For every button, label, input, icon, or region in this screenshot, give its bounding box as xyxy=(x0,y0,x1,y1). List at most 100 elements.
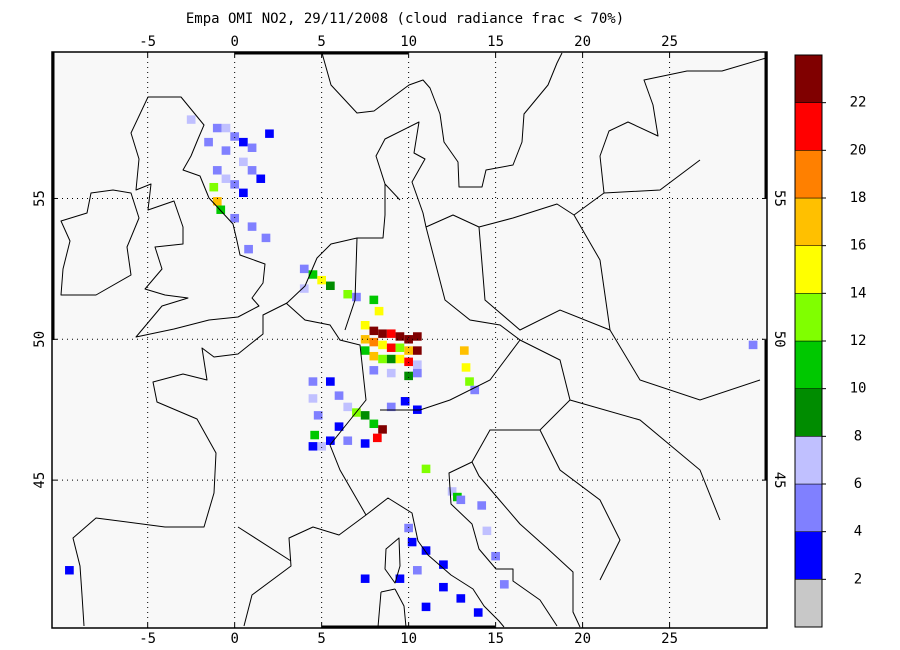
mediterranean-coast xyxy=(243,497,505,628)
lon-tick-label-bottom: 25 xyxy=(661,631,678,647)
no2-cell xyxy=(447,487,457,496)
lat-tick-label-left: 50 xyxy=(32,331,48,348)
no2-cell xyxy=(439,560,448,569)
no2-cell xyxy=(386,329,396,338)
no2-cell xyxy=(308,394,318,403)
data-cells xyxy=(65,115,758,617)
no2-cell xyxy=(308,377,318,386)
no2-cell xyxy=(456,495,466,505)
no2-cell xyxy=(261,233,271,243)
no2-cell xyxy=(400,397,410,406)
colorbar-box xyxy=(794,245,823,294)
no2-cell xyxy=(65,566,74,575)
no2-cell xyxy=(404,346,413,355)
lon-tick-label-bottom: 15 xyxy=(487,631,504,647)
lat-tick-label-left: 55 xyxy=(32,190,48,207)
no2-cell xyxy=(470,385,480,395)
no2-cell xyxy=(473,608,483,617)
no2-cell xyxy=(308,442,318,451)
lon-tick-label-bottom: 10 xyxy=(400,631,417,647)
colorbar-label: 4 xyxy=(854,524,862,540)
graticule xyxy=(52,52,767,628)
no2-cell xyxy=(421,464,431,474)
no2-cell xyxy=(395,354,405,364)
no2-cell xyxy=(265,129,274,138)
colorbar-label: 6 xyxy=(854,476,862,492)
colorbar-box xyxy=(794,531,823,580)
no2-cell xyxy=(216,205,226,214)
colorbar-box xyxy=(794,197,823,246)
no2-cell xyxy=(407,537,417,547)
no2-cell xyxy=(209,182,219,192)
no2-cell xyxy=(499,580,509,589)
no2-cell xyxy=(317,275,326,285)
no2-cell xyxy=(343,436,353,445)
no2-cell xyxy=(352,292,361,302)
no2-cell xyxy=(212,197,222,206)
no2-cell xyxy=(404,523,413,533)
scandinavia xyxy=(321,52,563,188)
no2-cell xyxy=(317,442,326,451)
no2-cell xyxy=(334,391,344,400)
coastlines xyxy=(60,52,767,628)
no2-cell xyxy=(299,264,309,274)
no2-cell xyxy=(212,166,222,175)
no2-cell xyxy=(239,188,248,198)
no2-cell xyxy=(412,566,422,575)
no2-cell xyxy=(369,326,379,336)
no2-cell xyxy=(369,337,379,347)
no2-cell xyxy=(360,411,370,420)
no2-cell xyxy=(459,346,469,355)
colorbar-box xyxy=(794,340,823,389)
no2-cell xyxy=(372,433,382,443)
lon-tick-label-top: 15 xyxy=(487,34,504,50)
no2-cell xyxy=(412,346,422,355)
lon-tick-label-top: 0 xyxy=(230,34,238,50)
colorbar-label: 14 xyxy=(850,285,867,301)
no2-cell xyxy=(204,137,213,147)
no2-cell xyxy=(369,366,379,375)
no2-cell xyxy=(221,146,231,155)
no2-cell xyxy=(244,244,253,254)
no2-cell xyxy=(461,363,471,372)
no2-cell xyxy=(482,526,492,536)
no2-cell xyxy=(369,419,379,429)
no2-cell xyxy=(247,143,257,152)
no2-cell xyxy=(477,501,487,510)
no2-cell xyxy=(360,439,370,448)
colorbar-label: 8 xyxy=(854,428,862,444)
colorbar-box xyxy=(794,436,823,485)
colorbar-box xyxy=(794,388,823,437)
colorbar-label: 16 xyxy=(850,238,867,254)
no2-cell xyxy=(386,343,396,352)
no2-cell xyxy=(404,335,413,344)
no2-cell xyxy=(412,360,422,369)
lon-tick-label-top: 5 xyxy=(317,34,325,50)
no2-cell xyxy=(378,425,387,434)
no2-cell xyxy=(439,582,448,592)
colorbar-box xyxy=(794,54,823,103)
ireland xyxy=(60,189,140,296)
lat-tick-label-right: 55 xyxy=(771,190,787,207)
no2-cell xyxy=(325,377,335,386)
map-title: Empa OMI NO2, 29/11/2008 (cloud radiance… xyxy=(186,11,624,27)
lat-tick-label-left: 45 xyxy=(32,472,48,489)
no2-cell xyxy=(386,368,396,378)
no2-cell xyxy=(421,602,431,612)
lon-tick-label-bottom: 0 xyxy=(230,631,238,647)
no2-cell xyxy=(748,340,758,350)
no2-cell xyxy=(374,306,384,316)
no2-cell xyxy=(404,371,413,381)
lon-tick-label-bottom: -5 xyxy=(139,631,156,647)
no2-cell xyxy=(221,123,231,133)
no2-cell xyxy=(412,332,422,341)
no2-cell xyxy=(386,402,396,412)
no2-cell xyxy=(369,351,379,361)
no2-cell xyxy=(360,335,370,344)
no2-cell xyxy=(465,377,474,386)
no2-cell xyxy=(360,346,370,355)
colorbar-label: 12 xyxy=(850,333,867,349)
colorbar-box xyxy=(794,579,823,628)
colorbar-box xyxy=(794,150,823,199)
